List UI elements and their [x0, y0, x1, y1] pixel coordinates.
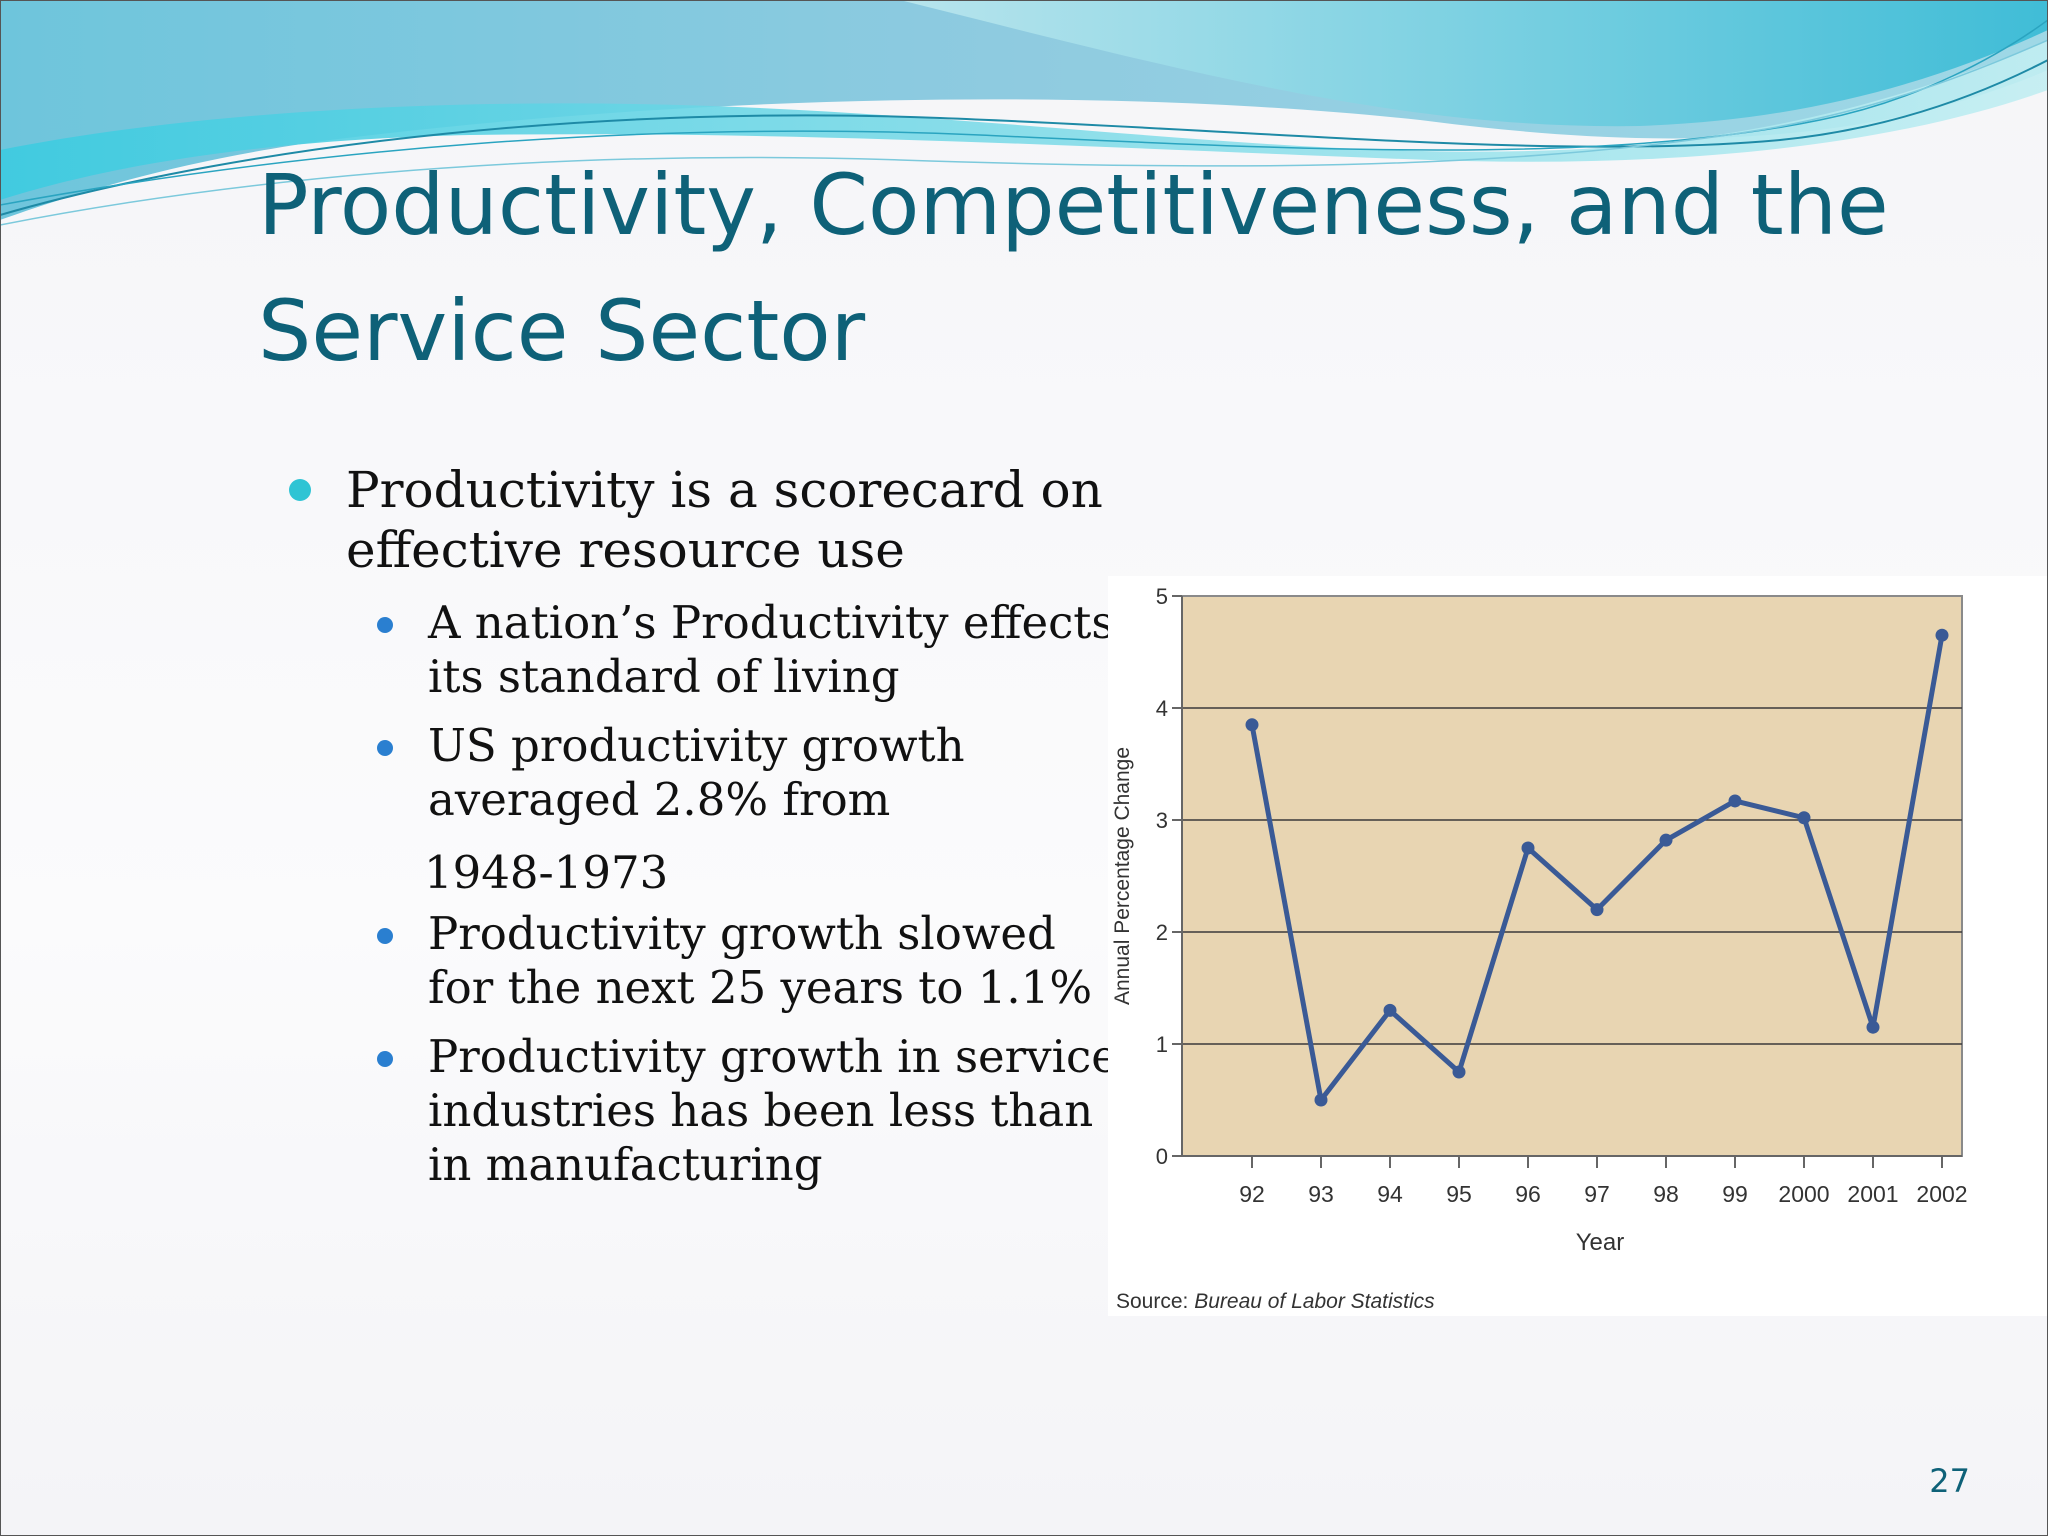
- data-point: [1728, 794, 1742, 808]
- bullet-text-line: US productivity growth: [428, 719, 965, 772]
- source-name: Bureau of Labor Statistics: [1194, 1290, 1435, 1313]
- sub-bullet-marker: [377, 617, 393, 633]
- data-point: [1590, 903, 1604, 917]
- bullet-text-line: industries has been less than: [428, 1084, 1094, 1137]
- slide-title: Productivity, Competitiveness, and the S…: [258, 142, 1958, 394]
- x-tick-label: 2002: [1916, 1181, 1967, 1207]
- y-tick-label: 2: [1156, 920, 1168, 945]
- header-wave-decoration: [0, 0, 2048, 226]
- bullet-text-line: 1948-1973: [424, 846, 669, 899]
- bullet-continuation: 1948-1973: [424, 846, 668, 900]
- x-tick-label: 97: [1584, 1181, 1610, 1207]
- x-tick-label: 98: [1653, 1181, 1679, 1207]
- page-number: 27: [1929, 1462, 1970, 1500]
- bullet-text-line: in manufacturing: [428, 1138, 823, 1191]
- x-tick-label: 96: [1515, 1181, 1541, 1207]
- bullet-text-line: Productivity is a scorecard on: [346, 461, 1103, 519]
- x-tick-label: 2001: [1847, 1181, 1898, 1207]
- x-tick-label: 92: [1239, 1181, 1265, 1207]
- x-axis-label: Year: [1576, 1229, 1625, 1256]
- slide-title-line: Productivity, Competitiveness, and the: [258, 156, 1889, 254]
- plot-area: [1181, 595, 1963, 1157]
- y-tick-label: 4: [1156, 696, 1168, 721]
- y-tick-label: 5: [1156, 584, 1168, 609]
- data-point: [1383, 1003, 1397, 1017]
- sub-bullet-marker: [377, 928, 393, 944]
- x-tick-label: 93: [1308, 1181, 1334, 1207]
- bullet-text-line: Productivity growth in service: [428, 1030, 1118, 1083]
- data-point: [1797, 811, 1811, 825]
- bullet-marker: [289, 479, 311, 501]
- source-prefix: Source:: [1116, 1290, 1194, 1313]
- y-tick-label: 1: [1156, 1032, 1168, 1057]
- grid-lines: [1182, 707, 1962, 1045]
- sub-bullet-item: Productivity growth slowed for the next …: [428, 907, 1092, 1015]
- series-points: [1245, 628, 1949, 1107]
- sub-bullet-item: US productivity growth averaged 2.8% fro…: [428, 719, 965, 827]
- bullet-text-line: effective resource use: [346, 521, 905, 579]
- sub-bullet-item: A nation’s Productivity effects its stan…: [428, 596, 1114, 704]
- sub-bullet-marker: [377, 740, 393, 756]
- data-point: [1659, 833, 1673, 847]
- data-point: [1935, 628, 1949, 642]
- bullet-text-line: its standard of living: [428, 650, 900, 703]
- bullet-text-line: averaged 2.8% from: [428, 773, 891, 826]
- data-point: [1245, 718, 1259, 732]
- data-point: [1866, 1020, 1880, 1034]
- x-tick-label: 2000: [1778, 1181, 1829, 1207]
- y-tick-label: 3: [1156, 808, 1168, 833]
- bullet-text-line: Productivity growth slowed: [428, 907, 1056, 960]
- x-axis-ticks: 92 93 94 95 96 97 98 99 2000 2001 2002: [1239, 1156, 1968, 1207]
- productivity-line-chart: 0 1 2 3 4 5 92 93 94 95 96 97 98 99 2000 2001 2002 Annu…: [1111, 584, 1968, 1313]
- bullet-text-line: A nation’s Productivity effects: [428, 596, 1115, 649]
- bullet-item: Productivity is a scorecard on effective…: [346, 460, 1103, 580]
- sub-bullet-marker: [377, 1051, 393, 1067]
- data-point: [1314, 1093, 1328, 1107]
- x-tick-label: 94: [1377, 1181, 1403, 1207]
- slide-title-line: Service Sector: [258, 282, 866, 380]
- y-axis-label: Annual Percentage Change: [1111, 747, 1134, 1005]
- x-tick-label: 95: [1446, 1181, 1472, 1207]
- source-note: Source: Bureau of Labor Statistics: [1116, 1290, 1435, 1313]
- bullet-text-line: for the next 25 years to 1.1%: [428, 961, 1093, 1014]
- data-point: [1521, 841, 1535, 855]
- sub-bullet-item: Productivity growth in service industrie…: [428, 1030, 1118, 1192]
- data-point: [1452, 1065, 1466, 1079]
- y-tick-label: 0: [1156, 1144, 1168, 1169]
- y-axis-ticks: 0 1 2 3 4 5: [1156, 584, 1182, 1169]
- x-tick-label: 99: [1722, 1181, 1748, 1207]
